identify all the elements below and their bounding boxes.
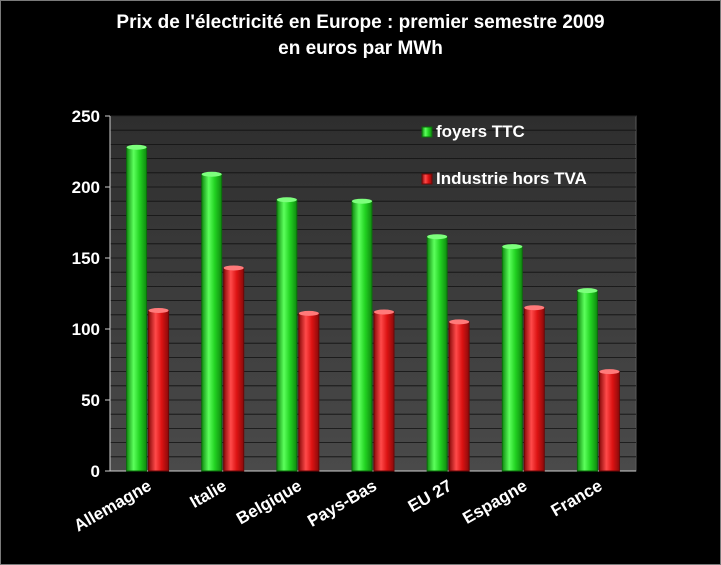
bar-top: [126, 144, 147, 150]
bar-top: [524, 305, 545, 311]
bar-industrie: [223, 267, 245, 472]
legend-swatch: [421, 126, 433, 138]
y-tick-label: 50: [81, 391, 100, 410]
bar-industrie: [598, 371, 620, 472]
chart-subtitle: en euros par MWh: [278, 38, 443, 59]
bar-top: [201, 171, 222, 177]
x-tick-label: Belgique: [233, 476, 305, 528]
bar-industrie: [523, 307, 545, 472]
bar-foyers: [201, 173, 223, 472]
bar-industrie: [448, 321, 470, 472]
bar-top: [374, 309, 394, 315]
bar-foyers: [576, 290, 598, 472]
x-tick-label: Pays-Bas: [304, 476, 380, 531]
bar-top: [276, 197, 297, 203]
bar-top: [352, 198, 372, 204]
y-tick-label: 200: [72, 178, 100, 197]
x-tick-label: Espagne: [459, 476, 530, 528]
x-tick-label: France: [548, 476, 606, 520]
bar-foyers: [426, 236, 448, 472]
y-tick-label: 100: [72, 320, 100, 339]
x-tick-label: Allemagne: [71, 476, 155, 535]
bar-top: [298, 310, 319, 316]
y-tick-label: 0: [91, 462, 100, 481]
bar-foyers: [501, 246, 523, 472]
bar-top: [502, 244, 523, 250]
chart-title: Prix de l'électricité en Europe : premie…: [116, 12, 605, 33]
bar-industrie: [298, 312, 320, 472]
bar-foyers: [276, 199, 298, 472]
bar-top: [599, 369, 620, 375]
bar-top: [449, 319, 470, 325]
y-tick-label: 150: [72, 249, 100, 268]
x-tick-label: Italie: [187, 476, 230, 512]
bar-industrie: [148, 310, 170, 472]
bar-industrie: [373, 311, 395, 472]
y-tick-label: 250: [72, 107, 100, 126]
bar-foyers: [126, 146, 148, 472]
plot-area: [109, 115, 637, 472]
legend-label: foyers TTC: [436, 122, 525, 141]
legend-swatch: [421, 173, 433, 185]
bar-top: [427, 234, 448, 240]
bar-top: [223, 265, 244, 271]
bar-top: [577, 288, 598, 294]
bar-foyers: [351, 200, 373, 472]
legend-label: Industrie hors TVA: [436, 169, 587, 188]
bar-top: [148, 308, 169, 314]
x-tick-label: EU 27: [405, 476, 455, 516]
